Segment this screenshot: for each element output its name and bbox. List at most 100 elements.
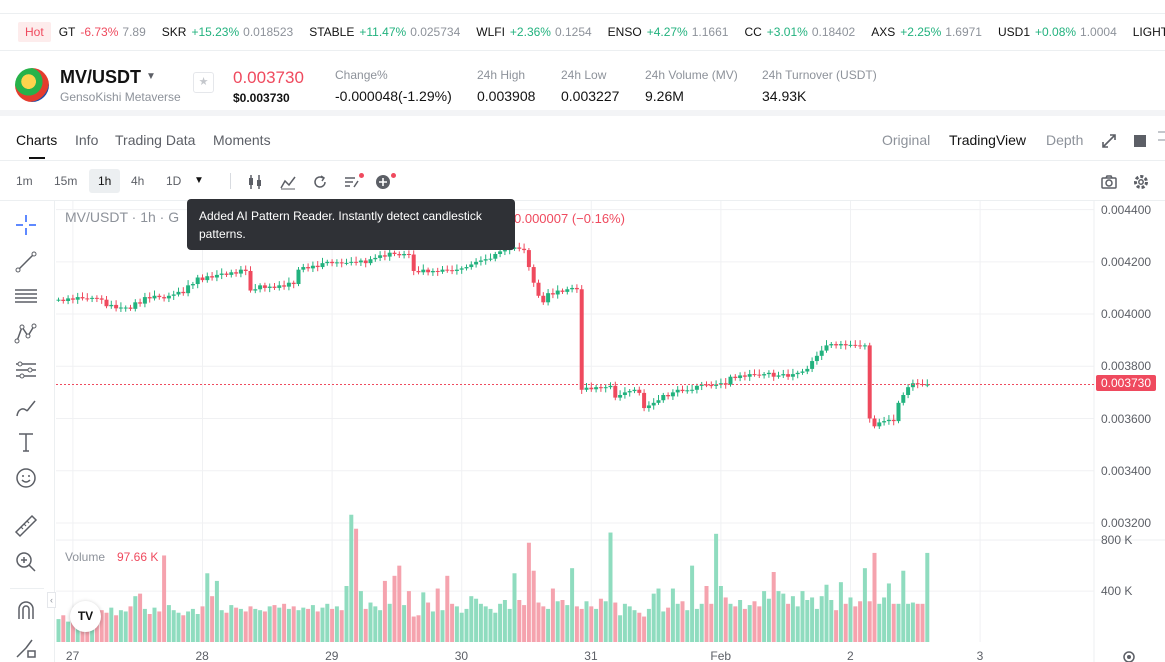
tradingview-logo[interactable]: TV bbox=[70, 601, 101, 632]
volume-bar bbox=[786, 603, 791, 642]
ticker-item-wlfi[interactable]: WLFI +2.36% 0.1254 bbox=[476, 25, 591, 39]
ticker-item-cc[interactable]: CC +3.01% 0.18402 bbox=[744, 25, 855, 39]
volume-tick: 800 K bbox=[1101, 533, 1133, 548]
pattern-reader-icon[interactable] bbox=[343, 173, 361, 191]
project-name: GensoKishi Metaverse bbox=[60, 90, 181, 104]
tab-trading-data[interactable]: Trading Data bbox=[115, 132, 196, 148]
candle bbox=[411, 254, 416, 271]
volume-bar bbox=[248, 606, 253, 642]
ticker-item-axs[interactable]: AXS +2.25% 1.6971 bbox=[871, 25, 982, 39]
volume-bar bbox=[642, 616, 647, 642]
candle bbox=[627, 391, 632, 393]
candle bbox=[920, 384, 925, 386]
candle bbox=[685, 390, 690, 392]
candle bbox=[402, 254, 407, 256]
interval-1m[interactable]: 1m bbox=[16, 174, 33, 188]
volume-bar bbox=[824, 584, 829, 642]
volume-bar bbox=[771, 572, 776, 642]
interval-1d[interactable]: 1D bbox=[166, 174, 182, 188]
interval-4h[interactable]: 4h bbox=[131, 174, 145, 188]
emoji-icon[interactable] bbox=[14, 466, 38, 490]
pattern-tool-icon[interactable] bbox=[14, 322, 38, 346]
favorite-star-icon[interactable]: ★ bbox=[193, 72, 214, 93]
volume-bar bbox=[685, 610, 690, 642]
candle bbox=[133, 302, 138, 309]
ticker-item-gt[interactable]: GT -6.73% 7.89 bbox=[59, 25, 146, 39]
text-tool-icon[interactable] bbox=[14, 430, 38, 454]
candle bbox=[358, 260, 363, 263]
trend-line-icon[interactable] bbox=[14, 250, 38, 274]
candle bbox=[829, 344, 834, 346]
ticker-change: +2.25% bbox=[900, 24, 942, 39]
candle bbox=[891, 419, 896, 422]
ticker-symbol: STABLE bbox=[309, 24, 355, 39]
candle bbox=[114, 304, 119, 309]
tab-moments[interactable]: Moments bbox=[213, 132, 271, 148]
ticker-price: 0.18402 bbox=[811, 24, 856, 39]
replay-icon[interactable] bbox=[311, 173, 329, 191]
candle bbox=[915, 383, 920, 385]
ticker-item-enso[interactable]: ENSO +4.27% 1.1661 bbox=[608, 25, 729, 39]
interval-dropdown-icon[interactable]: ▼ bbox=[194, 175, 204, 186]
candle bbox=[440, 269, 445, 272]
volume-bar bbox=[474, 598, 479, 642]
pair-dropdown-icon[interactable]: ▼ bbox=[146, 71, 156, 82]
volume-bar bbox=[454, 606, 459, 642]
candle bbox=[435, 270, 440, 272]
pair-name[interactable]: MV/USDT bbox=[60, 67, 141, 87]
view-tradingview[interactable]: TradingView bbox=[949, 132, 1027, 148]
camera-icon[interactable] bbox=[1100, 173, 1118, 191]
settings-gear-icon[interactable] bbox=[1132, 173, 1150, 191]
volume-bar bbox=[872, 552, 877, 642]
candle bbox=[531, 267, 536, 283]
view-depth[interactable]: Depth bbox=[1046, 132, 1084, 148]
brush-icon[interactable] bbox=[14, 395, 38, 419]
current-price-tag: 0.003730 bbox=[1096, 375, 1156, 391]
candle bbox=[142, 297, 147, 304]
ticker-item-light[interactable]: LIGHT+4 bbox=[1133, 25, 1165, 39]
add-plus-icon[interactable] bbox=[375, 173, 393, 191]
hot-label[interactable]: Hot bbox=[18, 21, 51, 42]
last-price: 0.003730 bbox=[233, 68, 304, 87]
candle bbox=[555, 290, 560, 295]
fib-lines-icon[interactable] bbox=[14, 285, 38, 309]
expand-icon[interactable] bbox=[1102, 134, 1116, 148]
volume-bar bbox=[498, 603, 503, 642]
magnet-icon[interactable] bbox=[14, 599, 38, 623]
more-icon[interactable] bbox=[1158, 131, 1165, 141]
ticker-symbol: USD1 bbox=[997, 24, 1030, 39]
zoom-in-icon[interactable] bbox=[14, 550, 38, 574]
crosshair-icon[interactable] bbox=[14, 213, 38, 237]
view-original[interactable]: Original bbox=[882, 132, 931, 148]
ticker-item-skr[interactable]: SKR +15.23% 0.018523 bbox=[162, 25, 293, 39]
volume-bar bbox=[267, 606, 272, 642]
collapse-toolbar-icon[interactable]: ‹ bbox=[47, 592, 56, 608]
volume-bar bbox=[733, 606, 738, 642]
volume-bar bbox=[464, 608, 469, 642]
lock-drawing-icon[interactable] bbox=[14, 636, 38, 660]
candle bbox=[306, 267, 311, 269]
candle bbox=[219, 273, 224, 275]
interval-15m[interactable]: 15m bbox=[54, 174, 78, 188]
ruler-icon[interactable] bbox=[14, 514, 38, 538]
candlestick-chart[interactable] bbox=[56, 201, 1165, 662]
ticker-item-stable[interactable]: STABLE +11.47% 0.025734 bbox=[309, 25, 460, 39]
tab-info[interactable]: Info bbox=[75, 132, 99, 148]
chart-area[interactable] bbox=[56, 201, 1165, 662]
candle bbox=[589, 387, 594, 390]
candle bbox=[397, 254, 402, 256]
volume-bar bbox=[243, 611, 248, 642]
tab-charts[interactable]: Charts bbox=[16, 132, 58, 148]
ticker-price: 0.1254 bbox=[554, 24, 592, 39]
interval-1h[interactable]: 1h bbox=[89, 169, 121, 193]
ticker-item-usd1[interactable]: USD1 +0.08% 1.0004 bbox=[998, 25, 1117, 39]
ticker-price: 1.0004 bbox=[1080, 24, 1117, 39]
indicators-icon[interactable] bbox=[279, 173, 297, 191]
volume-bar bbox=[339, 610, 344, 642]
candle-type-icon[interactable] bbox=[246, 173, 264, 191]
axis-settings-icon[interactable] bbox=[1121, 649, 1137, 662]
prediction-tool-icon[interactable] bbox=[14, 358, 38, 382]
fullscreen-icon[interactable] bbox=[1134, 135, 1146, 147]
volume-value: 97.66 K bbox=[117, 550, 159, 564]
